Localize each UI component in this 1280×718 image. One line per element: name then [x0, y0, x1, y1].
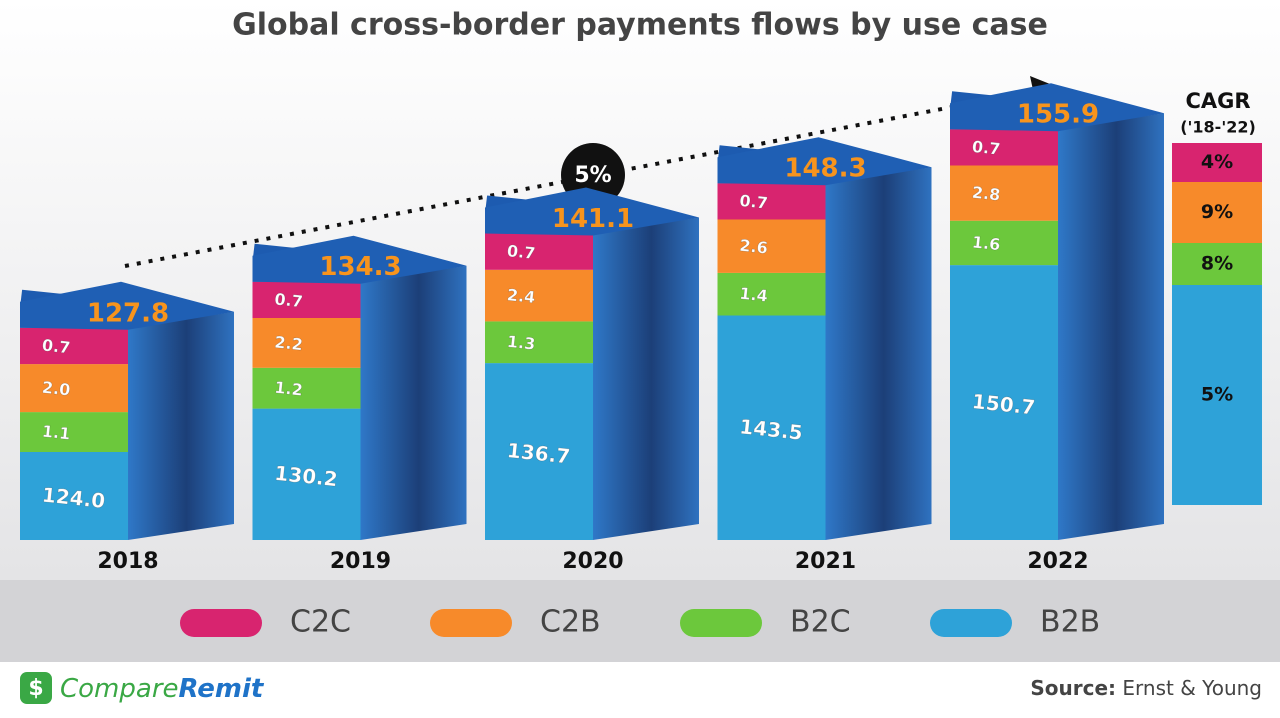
- total-label: 148.3: [784, 154, 866, 184]
- bar-segment: [20, 327, 128, 365]
- value-label: 0.7: [506, 241, 536, 263]
- cagr-label: 8%: [1201, 253, 1233, 275]
- cagr-box: [1172, 143, 1262, 182]
- bar-segment: [20, 364, 128, 413]
- value-label: 0.7: [739, 191, 769, 213]
- value-label: 2.4: [506, 285, 536, 307]
- value-label: 0.7: [41, 336, 71, 358]
- cagr-box: [1172, 182, 1262, 243]
- cagr-label: 9%: [1201, 201, 1233, 223]
- total-label: 155.9: [1017, 100, 1099, 130]
- value-label: 150.7: [971, 389, 1036, 419]
- bar-segment: [717, 272, 826, 316]
- x-tick-label: 2022: [1027, 549, 1088, 574]
- value-label: 1.1: [41, 422, 71, 444]
- bar-side: [825, 167, 932, 540]
- cagr-box: [1172, 243, 1262, 285]
- x-tick-label: 2020: [562, 549, 623, 574]
- legend-swatch: [180, 609, 262, 637]
- bar-top: [950, 83, 1164, 132]
- logo: CompareRemit: [60, 674, 265, 704]
- legend-label: C2C: [290, 605, 351, 640]
- value-label: 2.8: [971, 183, 1001, 205]
- cagr-label: 4%: [1201, 151, 1233, 173]
- bar-top: [485, 187, 699, 236]
- bar-segment: [252, 408, 361, 540]
- value-label: 2.6: [739, 236, 769, 258]
- chart-title: Global cross-border payments flows by us…: [232, 8, 1048, 43]
- bar-side: [593, 217, 699, 540]
- bar-segment: [950, 129, 1058, 166]
- source: Source: Ernst & Young: [1030, 676, 1262, 700]
- value-label: 0.7: [971, 137, 1001, 159]
- bar-segment: [950, 165, 1058, 221]
- bar-segment: [252, 281, 361, 318]
- bar-segment: [950, 220, 1058, 266]
- x-tick-label: 2019: [330, 549, 391, 574]
- bar-segment: [20, 452, 128, 540]
- total-label: 127.8: [87, 298, 169, 328]
- value-label: 1.4: [739, 284, 769, 306]
- footer: $ CompareRemit Source: Ernst & Young: [20, 672, 1262, 704]
- bar-segment: [485, 269, 593, 322]
- bar-top: [252, 235, 467, 284]
- legend-label: B2B: [1040, 605, 1100, 640]
- logo-icon: [20, 672, 52, 704]
- bar-segment: [485, 321, 593, 364]
- value-label: 0.7: [274, 289, 304, 311]
- bar-segment: [485, 363, 593, 540]
- cagr-label: 5%: [1201, 384, 1233, 406]
- bar-side: [360, 265, 467, 540]
- legend-swatch: [930, 609, 1012, 637]
- legend-label: B2C: [790, 605, 851, 640]
- bar-segment: [950, 265, 1058, 540]
- bar-segment: [717, 219, 826, 273]
- total-label: 141.1: [552, 204, 634, 234]
- legend-swatch: [430, 609, 512, 637]
- bar-segment: [485, 233, 593, 270]
- value-label: 1.3: [506, 332, 536, 354]
- value-label: 2.0: [41, 378, 71, 400]
- cagr-title: CAGR: [1185, 89, 1250, 113]
- bar-segment: [20, 412, 128, 452]
- source-label: Source:: [1030, 676, 1116, 700]
- source-text: Ernst & Young: [1122, 676, 1262, 700]
- footer-band: [0, 662, 1280, 714]
- logo-second: Remit: [179, 674, 265, 704]
- bar-segment: [252, 367, 361, 409]
- bar-segment: [717, 315, 826, 540]
- value-label: 136.7: [506, 438, 571, 468]
- value-label: 130.2: [273, 461, 338, 491]
- bar-side: [128, 311, 234, 540]
- bar-top: [20, 281, 234, 330]
- legend-label: C2B: [540, 605, 601, 640]
- bar-segment: [252, 318, 361, 368]
- x-tick-label: 2018: [97, 549, 158, 574]
- bar-top: [717, 137, 932, 186]
- x-tick-label: 2021: [795, 549, 856, 574]
- bar-side: [1058, 113, 1164, 540]
- total-label: 134.3: [319, 252, 401, 282]
- value-label: 2.2: [274, 332, 304, 354]
- logo-glyph: $: [28, 676, 43, 701]
- logo-first: Compare: [60, 674, 179, 704]
- bar-segment: [717, 183, 826, 220]
- cagr-period: ('18-'22): [1180, 118, 1256, 137]
- legend-swatch: [680, 609, 762, 637]
- value-label: 1.2: [274, 378, 304, 400]
- value-label: 1.6: [971, 232, 1001, 254]
- annotation: 5%: [574, 163, 611, 188]
- cagr-box: [1172, 285, 1262, 505]
